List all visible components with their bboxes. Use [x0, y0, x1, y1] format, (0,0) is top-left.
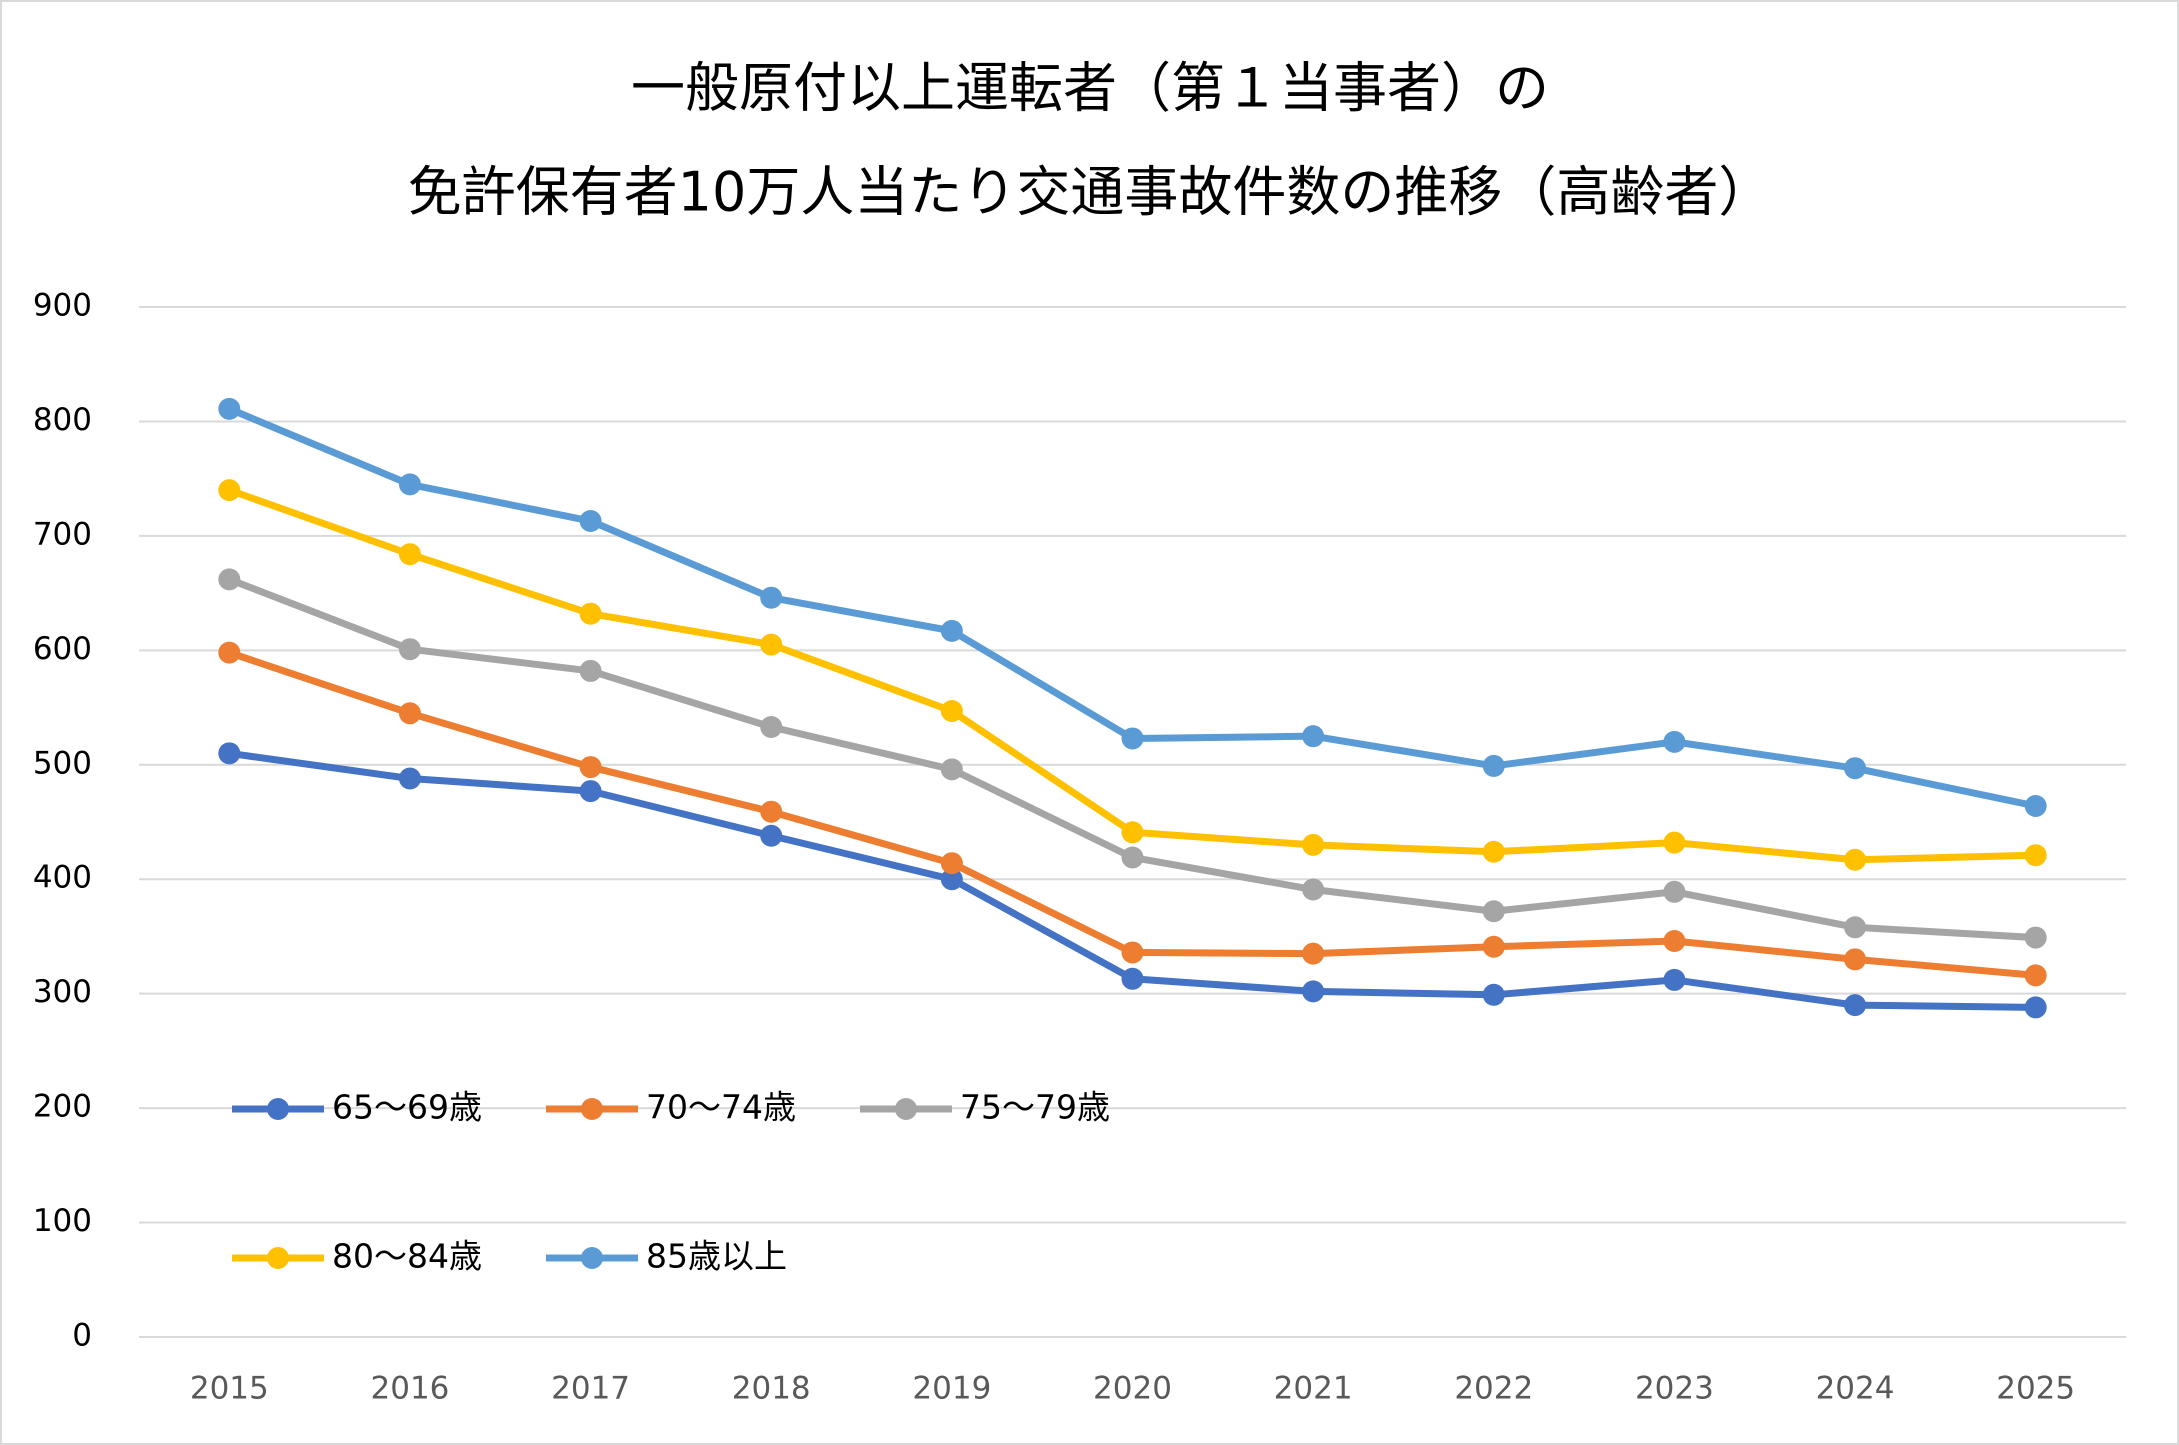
data-point: [2024, 996, 2047, 1019]
data-point: [1302, 878, 1325, 901]
data-point: [940, 619, 963, 642]
legend-label: 70～74歳: [646, 1088, 796, 1127]
legend-marker: [581, 1098, 603, 1120]
data-point: [940, 852, 963, 875]
y-tick-label: 700: [33, 516, 92, 552]
data-point: [1482, 754, 1505, 777]
data-point: [1663, 730, 1686, 753]
data-point: [1302, 980, 1325, 1003]
data-point: [579, 510, 602, 533]
data-point: [1482, 900, 1505, 923]
data-point: [760, 716, 783, 739]
data-point: [940, 758, 963, 781]
data-point: [1844, 848, 1867, 871]
data-point: [1663, 968, 1686, 991]
data-point: [398, 702, 421, 725]
data-point: [760, 824, 783, 847]
data-point: [1482, 935, 1505, 958]
x-tick-label: 2022: [1454, 1371, 1533, 1407]
x-tick-label: 2021: [1274, 1371, 1353, 1407]
data-point: [218, 397, 241, 420]
data-point: [1302, 942, 1325, 965]
data-point: [2024, 794, 2047, 817]
data-point: [1663, 880, 1686, 903]
x-tick-label: 2024: [1816, 1371, 1895, 1407]
legend-marker: [581, 1247, 603, 1269]
data-point: [1482, 840, 1505, 863]
x-tick-label: 2019: [912, 1371, 991, 1407]
chart-title: 免許保有者10万人当たり交通事故件数の推移（高齢者）: [408, 161, 1773, 224]
data-point: [218, 568, 241, 591]
data-point: [398, 473, 421, 496]
data-point: [579, 659, 602, 682]
legend-marker: [267, 1247, 289, 1269]
data-point: [1302, 725, 1325, 748]
data-point: [398, 638, 421, 661]
data-point: [1663, 930, 1686, 953]
data-point: [579, 780, 602, 803]
y-tick-label: 400: [33, 860, 92, 896]
y-tick-label: 0: [72, 1318, 92, 1354]
data-point: [940, 699, 963, 722]
data-point: [1844, 757, 1867, 780]
y-tick-label: 300: [33, 974, 92, 1010]
x-tick-label: 2017: [551, 1371, 630, 1407]
y-tick-label: 600: [33, 631, 92, 667]
x-tick-label: 2023: [1635, 1371, 1714, 1407]
y-tick-label: 100: [33, 1203, 92, 1239]
data-point: [398, 767, 421, 790]
legend-label: 80～84歳: [332, 1237, 482, 1276]
data-point: [1844, 994, 1867, 1017]
data-point: [1844, 948, 1867, 971]
data-point: [1121, 821, 1144, 844]
data-point: [1844, 916, 1867, 939]
legend-label: 65～69歳: [332, 1088, 482, 1127]
legend-marker: [895, 1098, 917, 1120]
y-tick-label: 200: [33, 1089, 92, 1125]
legend-marker: [267, 1098, 289, 1120]
data-point: [1302, 833, 1325, 856]
y-tick-label: 500: [33, 745, 92, 781]
data-point: [2024, 926, 2047, 949]
data-point: [579, 602, 602, 625]
legend-label: 75～79歳: [960, 1088, 1110, 1127]
data-point: [760, 586, 783, 609]
x-tick-label: 2015: [190, 1371, 269, 1407]
chart-title: 一般原付以上運転者（第１当事者）の: [631, 57, 1549, 120]
data-point: [1121, 941, 1144, 964]
data-point: [218, 479, 241, 502]
x-tick-label: 2025: [1996, 1371, 2075, 1407]
data-point: [1121, 967, 1144, 990]
data-point: [579, 756, 602, 779]
data-point: [2024, 844, 2047, 867]
data-point: [2024, 964, 2047, 987]
legend-label: 85歳以上: [646, 1237, 787, 1276]
y-tick-label: 800: [33, 402, 92, 438]
data-point: [1121, 727, 1144, 750]
data-point: [218, 641, 241, 664]
x-tick-label: 2016: [371, 1371, 450, 1407]
data-point: [1482, 983, 1505, 1006]
data-point: [1663, 831, 1686, 854]
data-point: [760, 800, 783, 823]
data-point: [1121, 846, 1144, 869]
x-tick-label: 2018: [732, 1371, 811, 1407]
data-point: [218, 742, 241, 765]
data-point: [398, 543, 421, 566]
x-tick-label: 2020: [1093, 1371, 1172, 1407]
data-point: [940, 868, 963, 891]
data-point: [760, 633, 783, 656]
y-tick-label: 900: [33, 288, 92, 324]
